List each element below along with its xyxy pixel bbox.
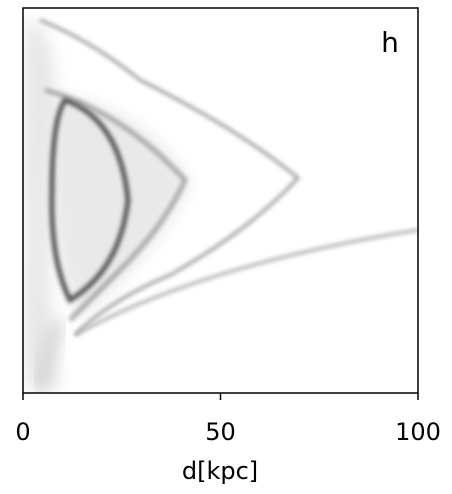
x-axis-label: d[kpc]	[182, 457, 258, 485]
x-tick-label: 100	[395, 418, 441, 446]
x-tick-label: 0	[15, 418, 30, 446]
density-image	[25, 18, 418, 391]
x-tick-label: 50	[205, 418, 236, 446]
panel-label: h	[381, 26, 399, 59]
